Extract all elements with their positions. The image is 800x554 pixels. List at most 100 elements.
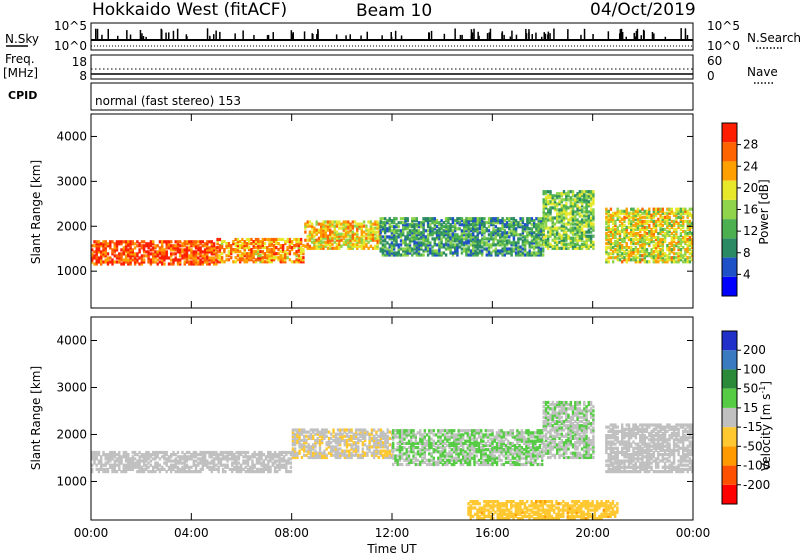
echo-cell [585, 238, 588, 242]
echo-cell [456, 253, 459, 257]
echo-cell [501, 223, 504, 227]
echo-cell [424, 247, 427, 251]
echo-cell [386, 428, 389, 432]
echo-cell [408, 225, 412, 229]
echo-cell [574, 198, 577, 202]
echo-cell [453, 458, 456, 462]
echo-cell [643, 215, 646, 219]
echo-cell [331, 236, 334, 240]
echo-cell [161, 254, 164, 258]
echo-cell [104, 260, 107, 264]
echo-cell [236, 248, 240, 252]
echo-cell [281, 237, 285, 242]
echo-cell [648, 252, 651, 256]
echo-cell [447, 227, 450, 231]
echo-cell [382, 445, 385, 449]
echo-cell [354, 436, 358, 440]
echo-cell [643, 254, 646, 258]
echo-cell [377, 451, 380, 455]
echo-cell [188, 254, 191, 258]
echo-cell [446, 435, 449, 439]
echo-cell [663, 252, 667, 256]
echo-cell [356, 228, 359, 232]
echo-cell [634, 246, 637, 250]
echo-cell [260, 455, 263, 459]
echo-cell [583, 198, 586, 202]
echo-cell [393, 233, 396, 237]
echo-cell [377, 438, 380, 443]
echo-cell [423, 435, 426, 439]
echo-cell [422, 217, 425, 221]
echo-cell [295, 237, 298, 242]
echo-cell [351, 220, 354, 224]
echo-cell [197, 246, 200, 250]
echo-cell [666, 215, 669, 219]
echo-cell [140, 244, 144, 248]
echo-cell [276, 455, 279, 459]
echo-cell [357, 436, 360, 440]
echo-cell [329, 228, 332, 232]
echo-cell [471, 437, 474, 441]
echo-cell [245, 256, 249, 260]
echo-cell [558, 234, 561, 238]
echo-cell [138, 467, 141, 471]
echo-cell [120, 457, 123, 461]
echo-cell [607, 217, 610, 221]
echo-cell [654, 246, 658, 250]
echo-cell [289, 470, 293, 474]
echo-cell [334, 432, 337, 436]
echo-cell [668, 223, 671, 227]
echo-cell [334, 441, 337, 445]
echo-cell [384, 227, 387, 231]
echo-cell [449, 217, 452, 221]
echo-cell [553, 206, 557, 210]
echo-cell [645, 221, 649, 225]
echo-cell [156, 461, 159, 465]
echo-cell [136, 252, 139, 256]
echo-cell [93, 244, 96, 248]
echo-cell [463, 231, 466, 235]
echo-cell [368, 441, 371, 445]
echo-cell [675, 213, 678, 217]
echo-cell [523, 239, 527, 243]
echo-cell [623, 237, 626, 242]
echo-cell [174, 246, 177, 250]
echo-cell [370, 436, 374, 440]
echo-cell [351, 230, 354, 234]
echo-cell [147, 246, 150, 250]
echo-cell [585, 190, 588, 194]
echo-cell [544, 202, 548, 206]
echo-cell [650, 248, 653, 252]
echo-cell [185, 240, 189, 244]
echo-cell [147, 250, 150, 254]
echo-cell [348, 428, 351, 432]
echo-cell [623, 250, 626, 254]
echo-cell [318, 441, 322, 445]
echo-cell [686, 250, 689, 254]
echo-cell [138, 244, 141, 248]
echo-cell [192, 244, 195, 248]
echo-cell [589, 216, 593, 220]
echo-cell [451, 237, 455, 241]
echo-cell [323, 455, 326, 460]
echo-cell [440, 253, 443, 257]
echo-cell [417, 225, 421, 229]
echo-cell [127, 250, 130, 254]
echo-cell [163, 467, 166, 471]
echo-cell [201, 262, 204, 266]
echo-cell [371, 230, 375, 234]
echo-cell [197, 252, 200, 256]
echo-cell [192, 455, 195, 459]
echo-cell [156, 465, 159, 469]
echo-cell [462, 448, 465, 452]
echo-cell [287, 470, 290, 474]
echo-cell [630, 237, 633, 242]
noise-panel: N.Sky 10^5 10^0 10^5 10^0 N.Search [5, 19, 800, 53]
echo-cell [691, 225, 694, 229]
echo-cell [336, 441, 340, 445]
echo-cell [386, 221, 389, 225]
echo-cell [589, 202, 593, 206]
echo-cell [632, 213, 635, 217]
echo-cell [654, 244, 658, 248]
echo-cell [295, 254, 298, 258]
